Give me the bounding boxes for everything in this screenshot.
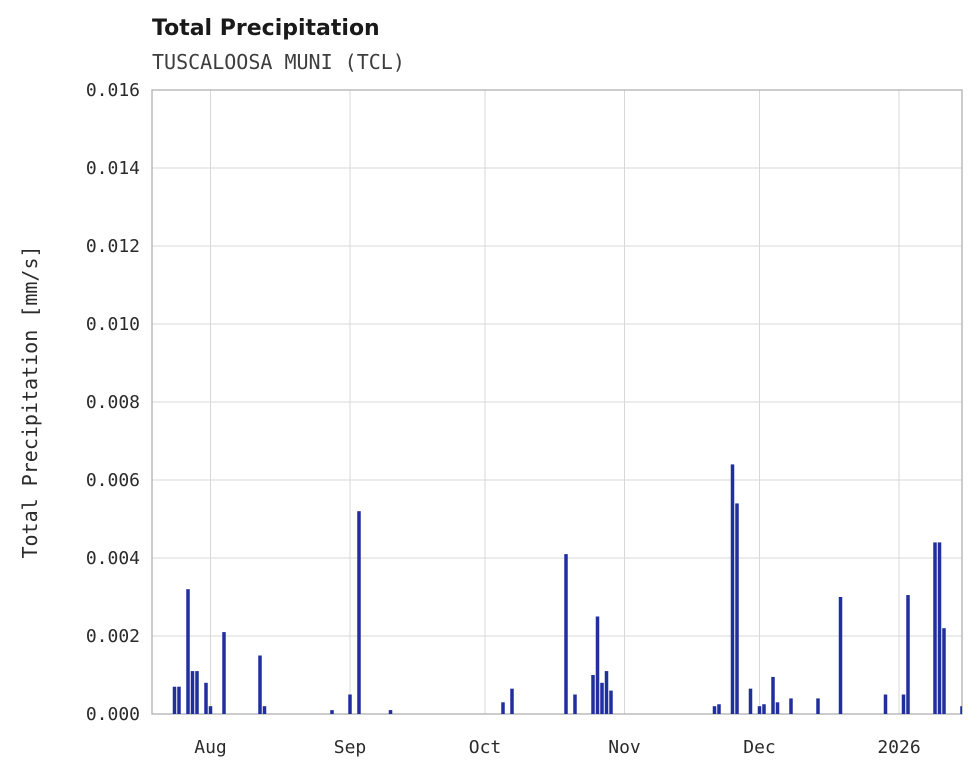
precip-bar — [942, 628, 946, 714]
precip-bar — [564, 554, 568, 714]
y-tick-label: 0.010 — [86, 314, 140, 335]
precip-bar — [573, 694, 577, 714]
chart-subtitle: TUSCALOOSA MUNI (TCL) — [152, 50, 405, 74]
x-tick-label: Nov — [608, 737, 641, 758]
precip-bar — [357, 511, 361, 714]
y-tick-label: 0.002 — [86, 626, 140, 647]
x-tick-label: Oct — [469, 737, 502, 758]
precip-bar — [771, 676, 775, 714]
precip-bar — [595, 616, 600, 714]
precip-bar — [604, 671, 609, 714]
precip-bar — [933, 542, 937, 714]
chart-title: Total Precipitation — [152, 16, 380, 41]
precip-bar — [330, 710, 334, 714]
precip-bar — [172, 686, 177, 714]
precip-bar — [906, 595, 910, 714]
precip-bar — [600, 682, 604, 714]
precip-bar — [730, 464, 735, 714]
precip-bar — [937, 542, 942, 714]
precip-bar — [186, 589, 190, 714]
y-tick-label: 0.012 — [86, 236, 140, 257]
precip-bar — [775, 702, 780, 714]
precip-bar — [712, 706, 717, 714]
precip-bar — [388, 710, 393, 714]
precip-bar — [510, 688, 514, 714]
x-tick-label: 2026 — [877, 737, 920, 758]
precip-bar — [591, 675, 595, 714]
precip-bar — [204, 682, 208, 714]
precip-bar — [258, 655, 262, 714]
precip-bar — [501, 702, 505, 714]
plot-border — [151, 89, 963, 715]
precip-bar — [717, 704, 721, 714]
precip-bar — [901, 694, 906, 714]
precip-bar — [838, 597, 843, 714]
bars-group — [172, 464, 962, 714]
precip-bar — [735, 503, 739, 714]
precip-bar — [262, 706, 267, 714]
y-tick-label: 0.016 — [86, 80, 140, 101]
y-tick-label: 0.006 — [86, 470, 140, 491]
precip-bar — [609, 690, 613, 714]
y-tick-label: 0.004 — [86, 548, 140, 569]
precip-bar — [208, 706, 213, 714]
y-tick-label: 0.000 — [86, 704, 140, 725]
precip-bar — [748, 688, 753, 714]
precip-bar — [762, 704, 766, 714]
x-tick-label: Dec — [743, 737, 776, 758]
precip-bar — [195, 671, 199, 714]
y-tick-label: 0.014 — [86, 158, 140, 179]
precip-bar — [883, 694, 888, 714]
x-tick-label: Sep — [334, 737, 367, 758]
y-tick-label: 0.008 — [86, 392, 140, 413]
precip-bar — [789, 698, 793, 714]
precip-bar — [177, 686, 181, 714]
precip-bar — [816, 698, 820, 714]
precip-bar — [190, 671, 195, 714]
precip-bar — [960, 706, 962, 714]
precip-bar — [757, 706, 762, 714]
precip-bar — [222, 632, 226, 714]
x-tick-label: Aug — [194, 737, 227, 758]
precip-bar — [348, 694, 352, 714]
